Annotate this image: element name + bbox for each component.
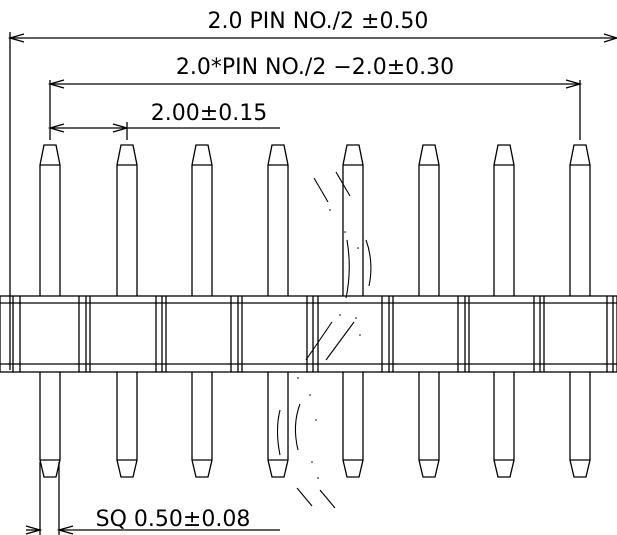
pitch-label: 2.00±0.15: [151, 101, 267, 126]
break-dots: [297, 209, 361, 479]
housing-segments: [78, 296, 614, 372]
pin-square-dimension: [25, 462, 280, 535]
pin-6: [418, 144, 440, 478]
pin-square-label: SQ 0.50±0.08: [96, 507, 251, 532]
pin-5: [342, 144, 364, 478]
end-pin-span-dimension: [47, 79, 583, 140]
pin-7: [493, 144, 515, 478]
housing-body: [0, 295, 617, 373]
pin-3: [191, 144, 213, 478]
pitch-dimension: [47, 122, 280, 140]
end-pin-span-label: 2.0*PIN NO./2 −2.0±0.30: [176, 55, 454, 80]
overall-length-label: 2.0 PIN NO./2 ±0.50: [208, 9, 429, 34]
pin-4: [267, 144, 289, 478]
pin-1: [39, 144, 61, 478]
pin-8: [569, 144, 591, 478]
pins: [39, 144, 591, 478]
pin-2: [116, 144, 138, 478]
break-lines: [276, 171, 372, 509]
overall-length-dimension: [7, 32, 617, 370]
